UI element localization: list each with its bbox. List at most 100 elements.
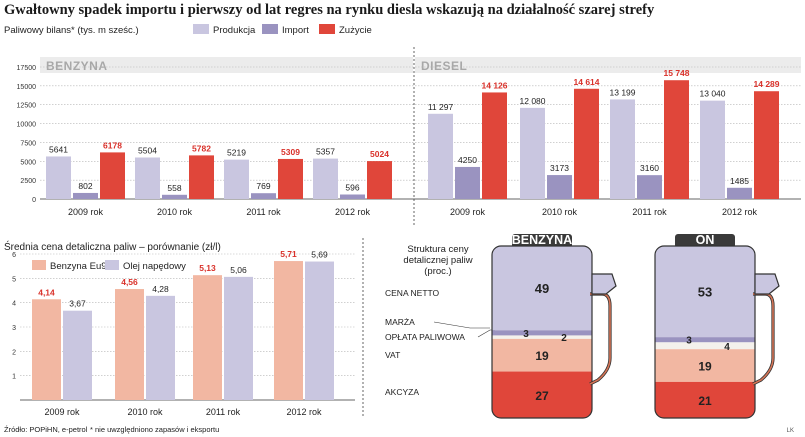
pump-segment (492, 330, 592, 336)
segment-value: 3 (523, 329, 529, 340)
data-label: 558 (167, 183, 181, 193)
pump-outline (491, 245, 593, 419)
bar (46, 156, 71, 199)
x-tick-label: 2012 rok (335, 207, 371, 217)
pump-nozzle (754, 273, 780, 295)
data-label: 5504 (138, 145, 157, 155)
data-label: 5309 (281, 147, 300, 157)
segment-value: 21 (698, 394, 712, 408)
data-label: 5024 (370, 149, 389, 159)
pump-segment (655, 337, 755, 343)
fuel-balance-chart: BENZYNA DIESEL 17500 15000 12500 10000 7500 500… (4, 24, 801, 226)
data-label: 4250 (458, 155, 477, 165)
pump-body (655, 246, 755, 418)
pump-segment (655, 342, 755, 350)
pump-cap (675, 234, 735, 248)
pump-outline (654, 245, 756, 419)
segment-value: 19 (535, 349, 549, 363)
data-label: 5,71 (280, 249, 297, 259)
pump-segment (492, 338, 592, 372)
legend-label: Produkcja (213, 25, 256, 36)
bar (224, 276, 253, 400)
legend-swatch (105, 260, 119, 270)
component-label: MARŻA (385, 317, 415, 327)
bar (278, 158, 303, 199)
x-tick-label: 2009 rok (44, 407, 80, 417)
segment-value: 53 (698, 285, 712, 300)
x-tick-label: 2012 rok (286, 407, 322, 417)
bar (251, 193, 276, 199)
structure-title: Struktura ceny (407, 244, 468, 255)
bar (162, 194, 187, 199)
component-label: OPŁATA PALIWOWA (385, 332, 465, 342)
data-label: 802 (78, 181, 92, 191)
data-label: 14 126 (482, 80, 508, 90)
y-tick-label: 2 (12, 349, 16, 356)
bar (32, 299, 61, 400)
data-label: 13 040 (700, 89, 726, 99)
pump-nozzle (591, 273, 617, 295)
y-tick-label: 3 (12, 325, 16, 332)
bar (340, 194, 365, 199)
legend-label: Olej napędowy (123, 261, 186, 272)
bar (313, 158, 338, 199)
x-tick-label: 2012 rok (722, 207, 758, 217)
x-tick-label: 2011 rok (246, 207, 281, 217)
pump-title: BENZYNA (512, 233, 572, 247)
y-tick-label: 2500 (20, 178, 36, 185)
y-tick-label: 4 (12, 301, 16, 308)
pump-hose (589, 293, 611, 385)
data-label: 14 614 (574, 77, 600, 87)
y-tick-label: 5 (12, 276, 16, 283)
data-label: 15 748 (664, 68, 690, 78)
data-label: 3160 (640, 163, 659, 173)
pump-hose (752, 293, 774, 385)
footnote: * nie uwzględniono zapasów i eksportu (90, 425, 219, 434)
legend-swatch (319, 24, 335, 34)
credit: LK (787, 428, 794, 434)
x-tick-label: 2009 rok (68, 207, 104, 217)
y-tick-label: 15000 (17, 84, 37, 91)
section-title: BENZYNA (46, 59, 108, 73)
x-tick-label: 2010 rok (127, 407, 163, 417)
pump-segment (492, 371, 592, 418)
data-label: 769 (256, 181, 270, 191)
x-tick-label: 2010 rok (157, 207, 193, 217)
x-tick-label: 2011 rok (632, 207, 667, 217)
x-tick-label: 2009 rok (450, 207, 486, 217)
data-label: 4,14 (38, 287, 55, 297)
pump-body (492, 246, 592, 418)
bar (637, 175, 662, 199)
bar (428, 113, 453, 199)
y-axis-label: Paliwowy bilans* (tys. m sześc.) (4, 25, 139, 36)
bar (189, 155, 214, 199)
bar (367, 161, 392, 199)
y-tick-label: 6 (12, 252, 16, 259)
segment-value: 27 (535, 389, 549, 403)
section-header-bg (415, 57, 801, 73)
pump-title: ON (696, 233, 715, 247)
structure-title: (proc.) (424, 266, 451, 277)
segment-value: 49 (535, 281, 549, 296)
legend-label: Benzyna Eu95 (50, 261, 112, 272)
data-label: 6178 (103, 140, 122, 150)
bar (224, 159, 249, 199)
chart-title: Średnia cena detaliczna paliw – porównan… (4, 240, 221, 253)
data-label: 5,13 (199, 263, 216, 273)
bar (574, 88, 599, 199)
legend-swatch (32, 260, 46, 270)
x-tick-label: 2010 rok (542, 207, 578, 217)
data-label: 5,69 (311, 250, 328, 260)
pump-segment (655, 381, 755, 418)
pump-segment (655, 349, 755, 382)
y-tick-label: 10000 (17, 122, 37, 129)
y-tick-label: 17500 (17, 65, 37, 72)
bar (610, 99, 635, 199)
component-label: VAT (385, 350, 400, 360)
data-label: 5219 (227, 148, 246, 158)
section-header-bg (40, 57, 413, 73)
legend-swatch (262, 24, 278, 34)
data-label: 3173 (550, 163, 569, 173)
